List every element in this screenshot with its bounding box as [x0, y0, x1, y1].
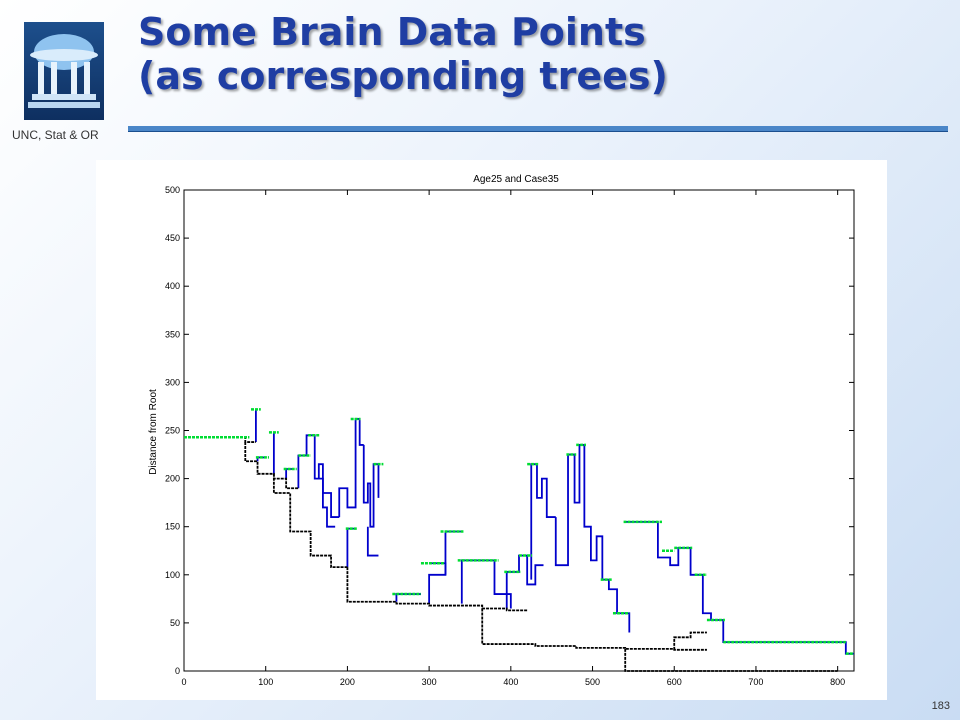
y-tick-label-3: 150	[165, 522, 180, 532]
trunk-segment-2	[272, 473, 348, 569]
page-title: Some Brain Data Points (as corresponding…	[138, 10, 668, 98]
x-tick-label-7: 700	[748, 677, 763, 687]
y-tick-label-8: 400	[165, 281, 180, 291]
y-tick-label-0: 0	[175, 666, 180, 676]
y-tick-label-1: 50	[170, 618, 180, 628]
x-tick-label-5: 500	[585, 677, 600, 687]
branch-segment-21	[625, 520, 691, 567]
x-tick-label-1: 100	[258, 677, 273, 687]
trunk-segment-6	[673, 631, 707, 650]
plot-area	[183, 189, 855, 672]
old-well-icon	[24, 22, 104, 120]
y-tick-label-4: 200	[165, 474, 180, 484]
branch-segment-15	[493, 560, 512, 609]
title-line-2: (as corresponding trees)	[138, 54, 668, 98]
chart-title: Age25 and Case35	[473, 174, 559, 185]
y-tick-label-5: 250	[165, 426, 180, 436]
branch-segment-10	[366, 526, 379, 557]
x-tick-label-4: 400	[503, 677, 518, 687]
branch-segment-19	[583, 444, 609, 581]
title-line-1: Some Brain Data Points	[138, 10, 646, 54]
x-tick-label-0: 0	[181, 677, 186, 687]
logo-caption: UNC, Stat & OR	[12, 128, 99, 142]
y-tick-label-7: 350	[165, 329, 180, 339]
y-tick-label-9: 450	[165, 233, 180, 243]
trunk-segment-3	[346, 567, 528, 612]
title-divider	[128, 126, 948, 132]
y-tick-label-2: 100	[165, 570, 180, 580]
x-tick-label-8: 800	[830, 677, 845, 687]
slide-number: 183	[931, 700, 950, 712]
y-axis-label: Distance from Root	[148, 389, 159, 475]
branch-segment-7	[338, 418, 364, 518]
trunk-segment-5	[624, 648, 838, 672]
tree-chart: Age25 and Case35 Distance from Root 0 100…	[148, 174, 855, 687]
y-tick-label-10: 500	[165, 185, 180, 195]
x-tick-label-2: 200	[340, 677, 355, 687]
branch-segment-6	[317, 463, 340, 518]
branch-segment-20	[607, 579, 631, 633]
chart-panel: Age25 and Case35 Distance from Root 0 100…	[96, 160, 887, 700]
x-tick-label-3: 300	[422, 677, 437, 687]
y-tick-label-6: 300	[165, 377, 180, 387]
x-tick-label-6: 600	[667, 677, 682, 687]
